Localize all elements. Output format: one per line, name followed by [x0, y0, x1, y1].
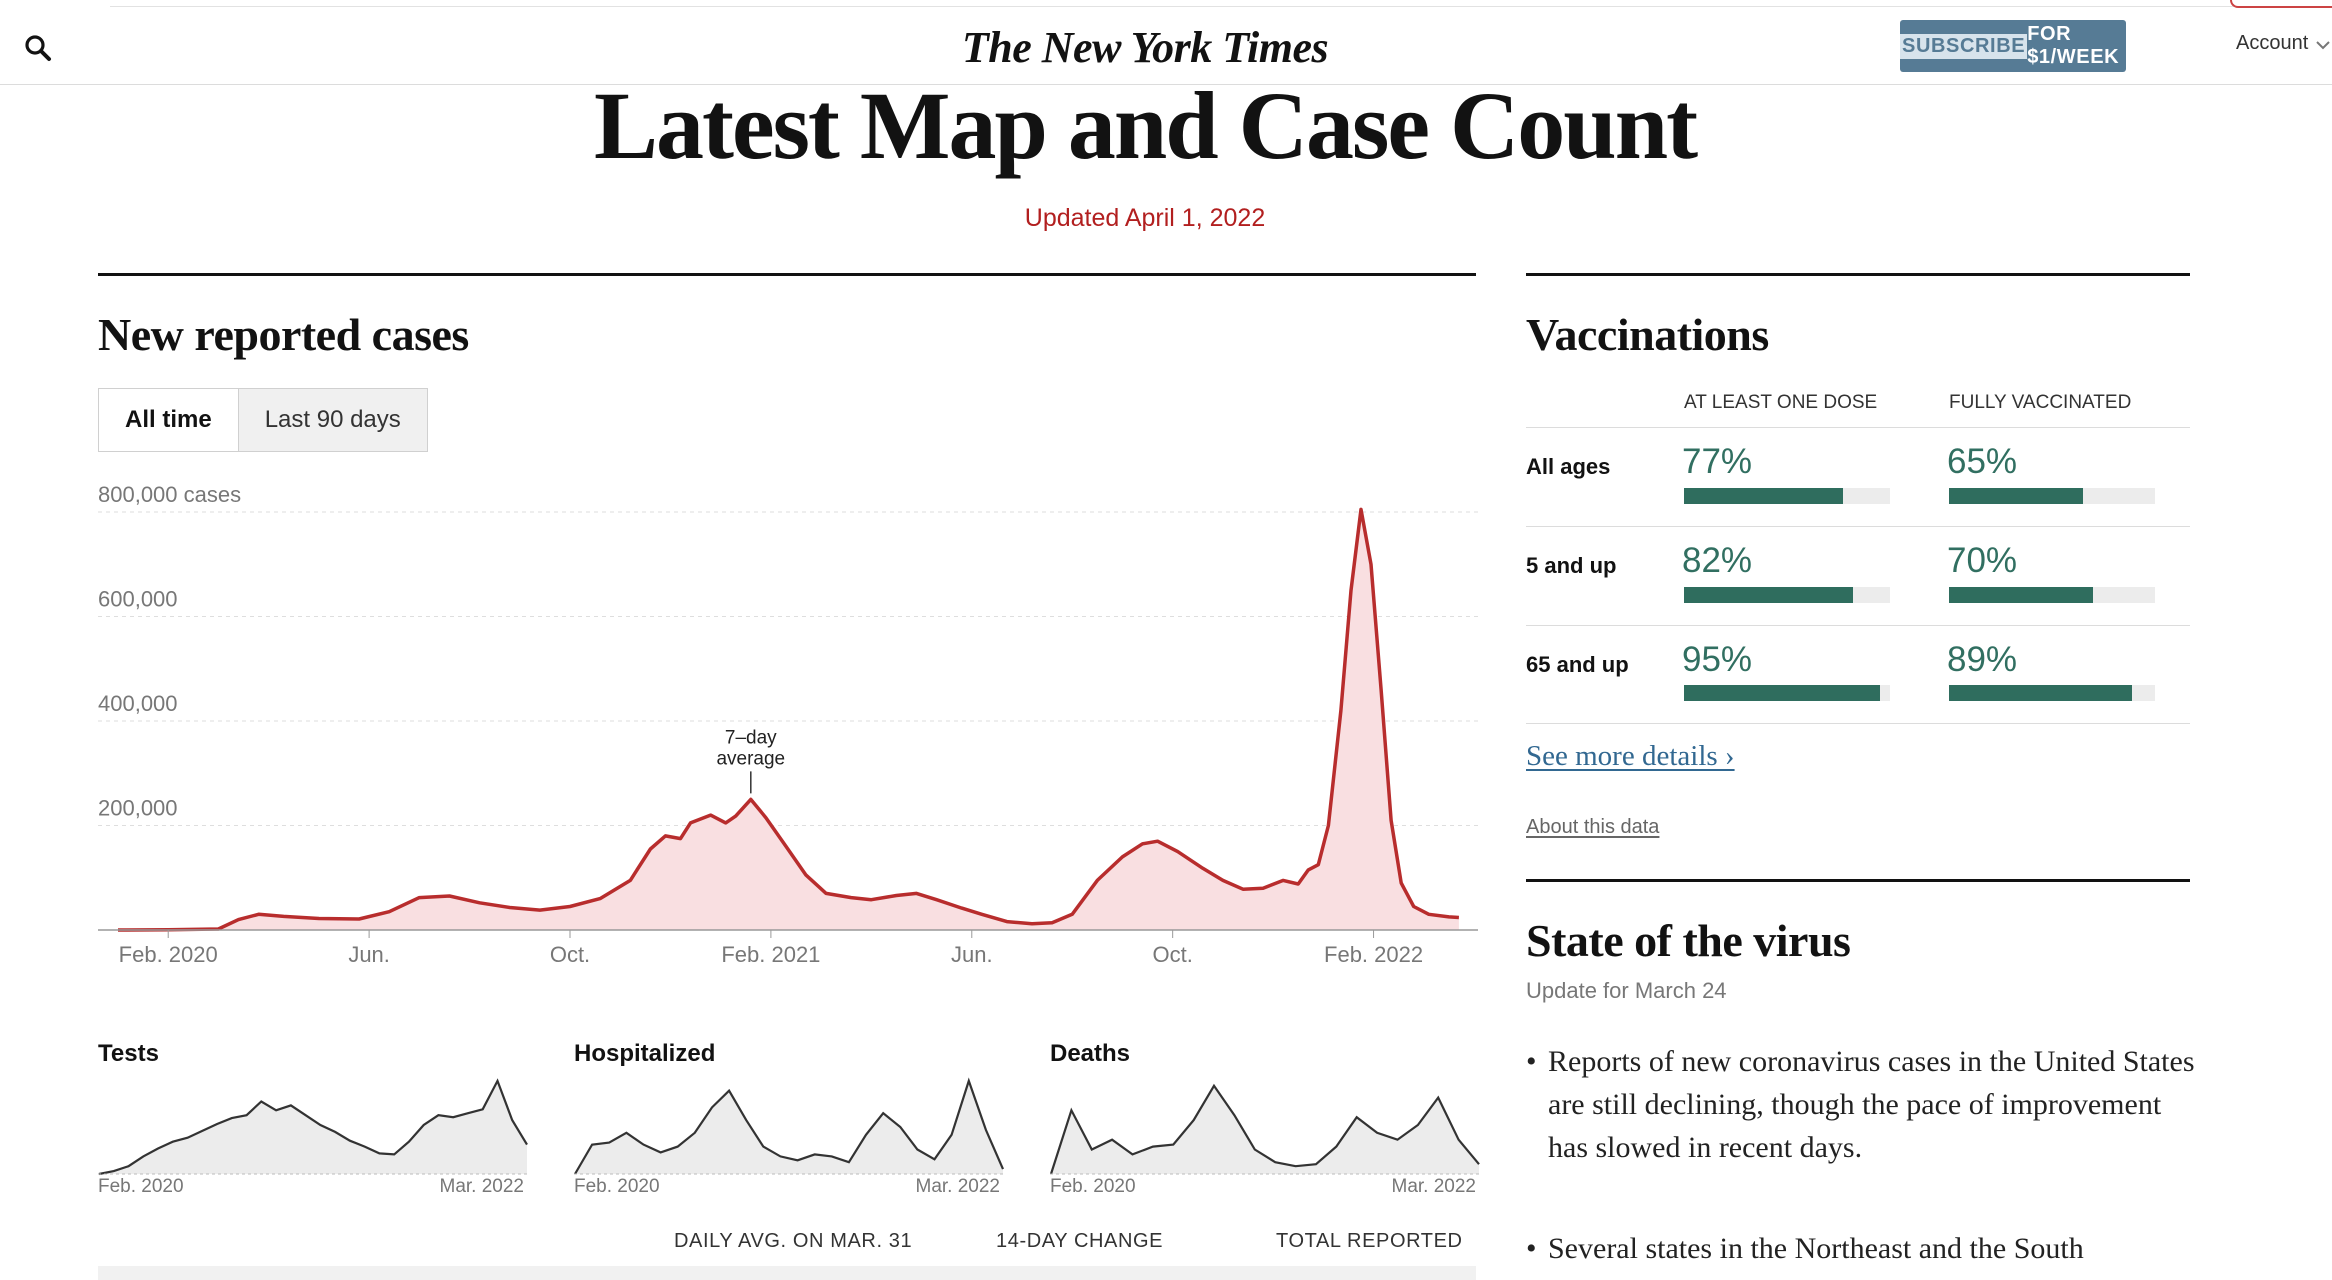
x-tick-label: Oct.: [550, 942, 590, 967]
y-tick-label: 200,000: [98, 796, 178, 821]
bullet-text: Several states in the Northeast and the …: [1548, 1232, 2084, 1265]
see-more-details-link[interactable]: See more details ›: [1526, 740, 1735, 772]
bullet-icon: •: [1526, 1232, 1537, 1265]
x-tick-label: Oct.: [1152, 942, 1192, 967]
stat-total-reported-header: TOTAL REPORTED: [1276, 1230, 1463, 1252]
bullet-text: Reports of new coronavirus cases in the …: [1548, 1045, 2195, 1164]
about-this-data-link[interactable]: About this data: [1526, 816, 1660, 838]
toggle-last-90-days[interactable]: Last 90 days: [238, 388, 428, 452]
col-head-at-least-one-dose: AT LEAST ONE DOSE: [1684, 392, 1878, 413]
chart-gridlines: [98, 511, 1478, 826]
cases-line: [117, 507, 1460, 932]
top-strip: [0, 0, 2332, 10]
hospitalized-end-label: Mar. 2022: [916, 1176, 1001, 1197]
subscribe-button[interactable]: SUBSCRIBE FOR $1/WEEK: [1900, 20, 2126, 72]
vacc-row-label-5-and-up: 5 and up: [1526, 553, 1617, 578]
vacc-full-bar: [1949, 587, 2155, 603]
state-update-date: Update for March 24: [1526, 978, 1727, 1003]
tests-end-label: Mar. 2022: [440, 1176, 525, 1197]
y-tick-label: 800,000 cases: [98, 482, 241, 507]
x-tick-label: Feb. 2021: [721, 942, 820, 967]
section-rule: [98, 273, 1476, 276]
masthead-logo[interactable]: The New York Times: [961, 23, 1329, 72]
row-divider: [1526, 723, 2190, 724]
vacc-dose-bar: [1684, 587, 1890, 603]
deaths-start-label: Feb. 2020: [1050, 1176, 1136, 1197]
subscribe-label: FOR $1/WEEK: [2027, 23, 2120, 68]
hospitalized-chart: Feb. 2020 Mar. 2022: [574, 1077, 1004, 1197]
stat-daily-avg-header: DAILY AVG. ON MAR. 31: [674, 1230, 913, 1252]
vacc-full-pct: 89%: [1947, 640, 2018, 679]
account-menu[interactable]: Account: [2236, 32, 2309, 54]
deaths-title: Deaths: [1050, 1040, 1131, 1067]
hospitalized-title: Hospitalized: [574, 1040, 716, 1067]
tests-title: Tests: [98, 1040, 159, 1067]
y-tick-label: 600,000: [98, 587, 178, 612]
x-tick-label: Jun.: [348, 942, 390, 967]
vacc-full-bar: [1949, 488, 2155, 504]
vacc-row-label-all-ages: All ages: [1526, 454, 1611, 479]
row-divider: [1526, 427, 2190, 428]
vacc-dose-pct: 77%: [1682, 442, 1753, 481]
hospitalized-start-label: Feb. 2020: [574, 1176, 660, 1197]
x-tick-label: Jun.: [951, 942, 993, 967]
stats-header-row: DAILY AVG. ON MAR. 31 14-DAY CHANGE TOTA…: [98, 1230, 1478, 1254]
vacc-dose-bar: [1684, 488, 1890, 504]
row-divider: [1526, 526, 2190, 527]
stat-14-day-change-header: 14-DAY CHANGE: [996, 1230, 1164, 1252]
cases-area: [118, 509, 1459, 930]
x-axis-ticks: Feb. 2020 Jun. Oct. Feb. 2021 Jun. Oct. Feb. 2…: [119, 930, 1423, 967]
row-divider: [1526, 625, 2190, 626]
y-tick-label: 400,000: [98, 691, 178, 716]
annotation-label-1: 7–day: [725, 727, 777, 748]
state-of-virus-heading: State of the virus: [1526, 915, 1851, 966]
section-rule: [1526, 879, 2190, 882]
x-tick-label: Feb. 2020: [119, 942, 218, 967]
y-axis-labels: 800,000 cases 600,000 400,000 200,000: [98, 482, 241, 821]
deaths-area: [1051, 1085, 1479, 1174]
time-range-toggle: All time Last 90 days: [98, 388, 428, 454]
tests-area: [99, 1080, 527, 1174]
x-tick-label: Feb. 2022: [1324, 942, 1423, 967]
cases-heading: New reported cases: [98, 309, 469, 360]
tests-chart: Feb. 2020 Mar. 2022: [98, 1078, 528, 1197]
chevron-down-icon[interactable]: [2316, 40, 2330, 50]
vacc-full-pct: 70%: [1947, 541, 2018, 580]
stats-row: [98, 1266, 1476, 1280]
deaths-end-label: Mar. 2022: [1392, 1176, 1477, 1197]
hospitalized-line: [574, 1077, 1004, 1175]
deaths-chart: Feb. 2020 Mar. 2022: [1050, 1083, 1480, 1197]
bullet-item: • Reports of new coronavirus cases in th…: [1526, 1040, 2206, 1169]
vaccinations-heading: Vaccinations: [1526, 309, 1769, 360]
tests-line: [98, 1078, 528, 1176]
site-header: The New York Times SUBSCRIBE FOR $1/WEEK…: [0, 10, 2332, 85]
section-rule: [1526, 273, 2190, 276]
tests-start-label: Feb. 2020: [98, 1176, 184, 1197]
updated-date: Updated April 1, 2022: [1024, 204, 1266, 232]
cases-chart: 800,000 cases 600,000 400,000 200,000 Feb. …: [98, 482, 1478, 967]
vacc-dose-pct: 95%: [1682, 640, 1753, 679]
col-head-fully-vaccinated: FULLY VACCINATED: [1949, 392, 2132, 413]
hospitalized-area: [575, 1080, 1003, 1174]
bullet-item: • Several states in the Northeast and th…: [1526, 1227, 2206, 1270]
toggle-all-time[interactable]: All time: [98, 388, 239, 452]
vacc-full-pct: 65%: [1947, 442, 2018, 481]
annotation-label-2: average: [716, 748, 785, 769]
subscribe-highlight: SUBSCRIBE: [1900, 33, 2028, 59]
vacc-dose-bar: [1684, 685, 1890, 701]
vacc-full-bar: [1949, 685, 2155, 701]
vacc-dose-pct: 82%: [1682, 541, 1753, 580]
search-icon[interactable]: [22, 32, 54, 64]
page-title: Latest Map and Case Count: [593, 72, 1698, 179]
deaths-line: [1050, 1083, 1480, 1175]
bullet-icon: •: [1526, 1045, 1537, 1078]
vacc-row-label-65-and-up: 65 and up: [1526, 652, 1629, 677]
